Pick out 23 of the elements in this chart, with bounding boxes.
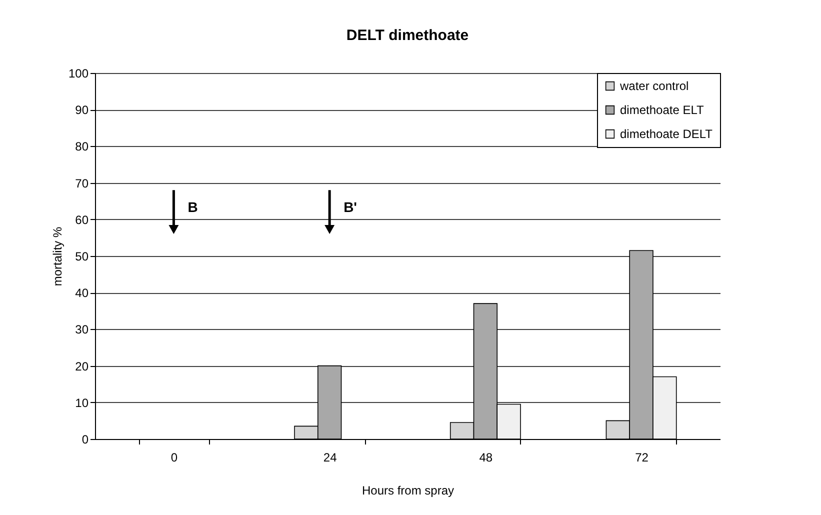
legend-label: dimethoate DELT bbox=[620, 127, 714, 141]
y-tick-label: 90 bbox=[75, 103, 89, 118]
y-tick-label: 100 bbox=[68, 66, 89, 80]
annotation: B' bbox=[344, 199, 358, 216]
y-tick-label: 60 bbox=[75, 212, 89, 227]
y-tick-label: 80 bbox=[75, 140, 89, 154]
x-tick-label: 0 bbox=[170, 450, 178, 464]
y-axis-title: mortality % bbox=[50, 226, 64, 286]
chart-title: DELT dimethoate bbox=[346, 27, 469, 44]
y-tick-label: 20 bbox=[75, 359, 89, 374]
legend-label: dimethoate ELT bbox=[620, 103, 704, 117]
x-tick-label: 72 bbox=[635, 450, 649, 464]
y-tick-label: 50 bbox=[75, 250, 89, 264]
y-tick-label: 30 bbox=[75, 322, 89, 337]
x-axis-title: Hours from spray bbox=[362, 484, 454, 498]
annotation: B bbox=[188, 199, 198, 216]
y-tick-label: 0 bbox=[82, 432, 89, 446]
x-tick-label: 24 bbox=[323, 450, 338, 464]
legend-label: water control bbox=[619, 79, 689, 93]
y-tick-label: 40 bbox=[75, 286, 89, 300]
y-tick-label: 10 bbox=[75, 396, 89, 410]
x-tick-label: 48 bbox=[479, 450, 493, 464]
y-tick-label: 70 bbox=[75, 176, 89, 190]
